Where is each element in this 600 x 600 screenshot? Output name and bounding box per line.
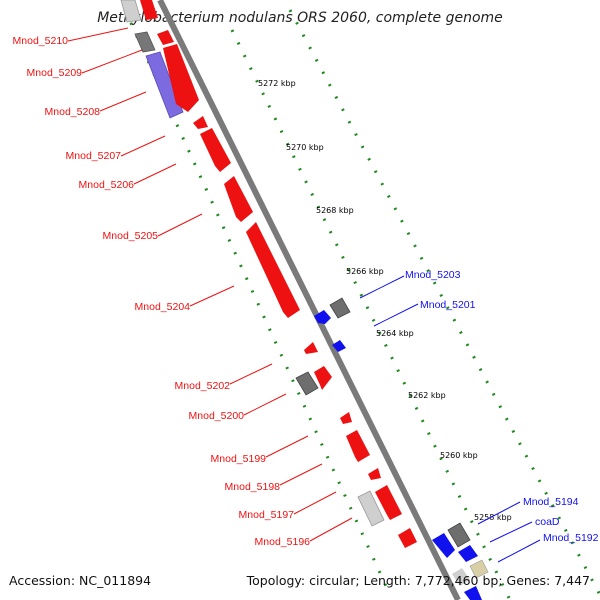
kbp-label-5270: 5270 kbp	[286, 143, 324, 152]
gene-arrow-mnod-5205	[224, 176, 253, 222]
gene-label-mnod-5205: Mnod_5205	[103, 230, 159, 242]
gene-block-grey	[134, 31, 156, 53]
gene-label-mnod-5209: Mnod_5209	[27, 67, 83, 79]
gene-block-red-small	[157, 30, 174, 45]
gene-label-mnod-5199: Mnod_5199	[211, 453, 267, 465]
kbp-label-5272: 5272 kbp	[258, 79, 296, 88]
gene-label-mnod-5207: Mnod_5207	[66, 150, 122, 162]
gene-arrow-mnod-5194	[432, 533, 455, 558]
reverse-strand-genes	[314, 297, 489, 600]
gene-block-lightgrey	[357, 490, 385, 527]
gene-label-mnod-5206: Mnod_5206	[79, 179, 135, 191]
gene-arrow-mnod-5197	[368, 468, 381, 480]
gene-arrow-mnod-5202	[304, 342, 318, 354]
gene-label-mnod-5201: Mnod_5201	[420, 299, 476, 311]
gene-label-mnod-5194: Mnod_5194	[523, 496, 579, 508]
gene-arrow-mnod-5200	[314, 366, 332, 390]
kbp-labels: 5272 kbp 5270 kbp 5268 kbp 5266 kbp 5264…	[258, 79, 512, 522]
gene-label-mnod-5198: Mnod_5198	[225, 481, 281, 493]
map-title: Methylobacterium nodulans ORS 2060, comp…	[97, 10, 503, 26]
gene-label-mnod-5200: Mnod_5200	[189, 410, 245, 422]
genome-backbone	[157, 0, 461, 600]
gene-label-mnod-5203: Mnod_5203	[405, 269, 461, 281]
gene-arrow-coad	[458, 545, 478, 562]
gene-block-lightgrey-top	[120, 0, 142, 23]
gene-arrow-mnod-5196	[375, 485, 402, 520]
gene-arrow-bottom-blue	[464, 586, 482, 600]
gene-label-mnod-5208: Mnod_5208	[45, 106, 101, 118]
gene-arrow-mnod-5207	[193, 116, 208, 129]
gene-block-purple	[145, 51, 184, 119]
gene-block-tan	[469, 559, 489, 579]
gene-arrow-mnod-5201	[332, 340, 346, 352]
gene-block-red-top	[140, 0, 158, 20]
accession-text: Accession: NC_011894	[9, 573, 152, 588]
gene-block-grey-5203	[329, 297, 351, 319]
forward-gene-labels: Mnod_5210 Mnod_5209 Mnod_5208 Mnod_5207 …	[13, 27, 353, 548]
forward-strand-genes	[120, 0, 417, 548]
kbp-label-5260: 5260 kbp	[440, 451, 478, 460]
gene-label-mnod-5192: Mnod_5192	[543, 532, 599, 544]
gene-arrow-mnod-5199	[340, 412, 352, 424]
kbp-label-5258: 5258 kbp	[474, 513, 512, 522]
gene-arrow-mnod-5204	[246, 222, 300, 318]
topology-text: Topology: circular; Length: 7,772,460 bp…	[246, 573, 590, 588]
gene-arrow-mnod-5208	[163, 44, 199, 112]
gene-block-grey-bottom	[447, 522, 471, 548]
gene-label-coad: coaD	[535, 516, 560, 528]
gene-label-mnod-5210: Mnod_5210	[13, 35, 69, 47]
gene-label-mnod-5202: Mnod_5202	[175, 380, 231, 392]
gene-arrow-red-bottom	[398, 528, 417, 548]
gene-label-mnod-5197: Mnod_5197	[239, 509, 295, 521]
gene-label-mnod-5204: Mnod_5204	[135, 301, 191, 313]
gene-arrow-mnod-5192	[452, 568, 470, 586]
reverse-gene-labels: Mnod_5203 Mnod_5201 Mnod_5194 coaD Mnod_…	[359, 269, 599, 563]
gene-block-grey-mid	[295, 371, 319, 396]
kbp-label-5264: 5264 kbp	[376, 329, 414, 338]
gene-arrow-mnod-5198	[346, 430, 370, 462]
gene-arrow-mnod-5203	[314, 310, 331, 324]
kbp-label-5268: 5268 kbp	[316, 206, 354, 215]
gene-arrow-mnod-5206	[200, 128, 231, 172]
kbp-label-5262: 5262 kbp	[408, 391, 446, 400]
kbp-label-5266: 5266 kbp	[346, 267, 384, 276]
gene-label-mnod-5196: Mnod_5196	[255, 536, 311, 548]
